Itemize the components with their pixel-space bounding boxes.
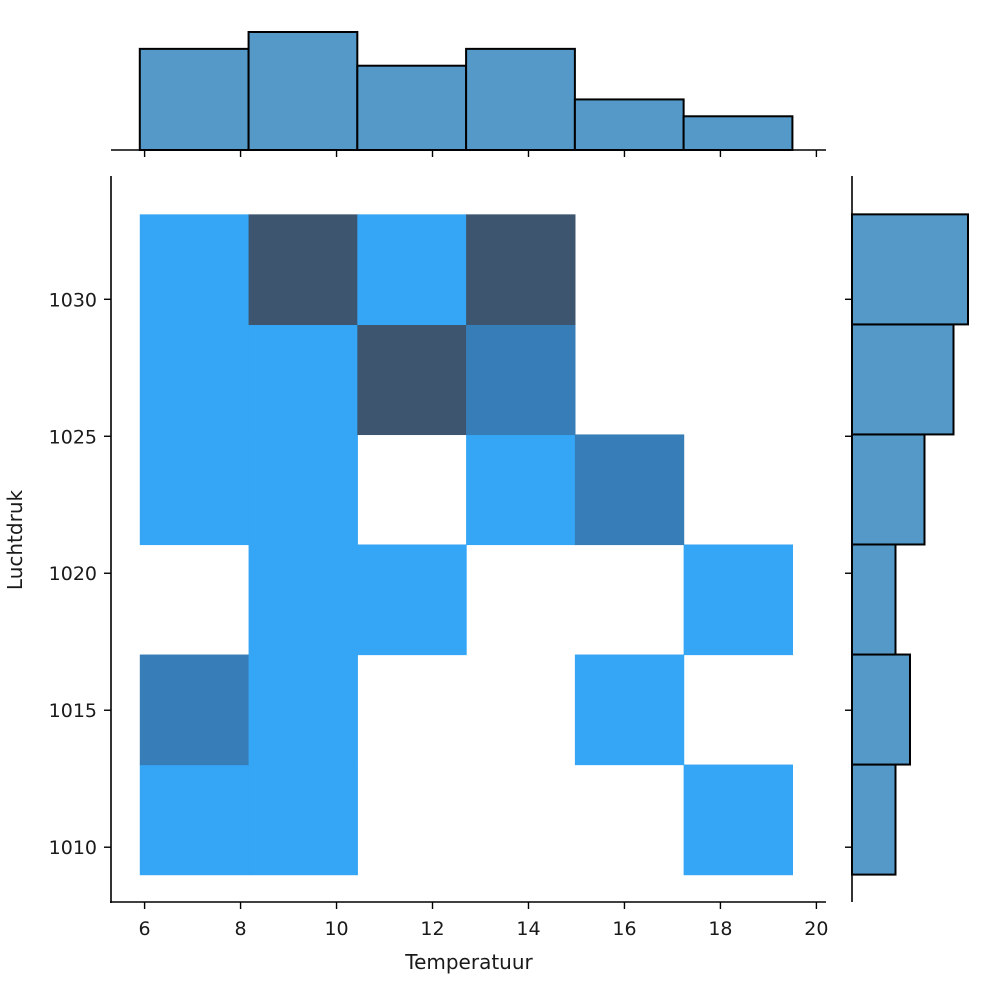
heatmap-cell [466, 434, 576, 546]
marginal-x-bar [465, 47, 576, 152]
heatmap-cell [139, 324, 250, 436]
x-tick-label: 20 [804, 918, 828, 940]
marginal-y-bar [851, 653, 911, 766]
heatmap-cell [574, 654, 685, 766]
heatmap-cell [139, 434, 250, 546]
x-tick-label: 16 [612, 918, 636, 940]
x-tick-label: 12 [420, 918, 444, 940]
heatmap-cell [248, 434, 358, 546]
x-axis-title: Temperatuur [404, 950, 533, 974]
y-axis-title: Luchtdruk [3, 490, 27, 591]
marginal-x-bar [573, 98, 685, 152]
y-tick-label: 1030 [49, 289, 97, 311]
x-tick-label: 14 [516, 918, 540, 940]
axes [110, 149, 853, 903]
heatmap-cell [139, 654, 250, 766]
x-tick-label: 18 [708, 918, 732, 940]
heatmap-cell [574, 434, 685, 546]
x-tick-label: 6 [139, 918, 151, 940]
joint-heatmap-cells [139, 214, 794, 876]
marginal-y-histogram [851, 213, 969, 876]
heatmap-cell [466, 324, 576, 436]
marginal-x-bar [138, 47, 250, 152]
heatmap-cell [248, 764, 358, 876]
marginal-x-histogram [138, 31, 794, 152]
marginal-x-bar [682, 115, 794, 151]
marginal-y-bar [851, 433, 926, 546]
y-tick-label: 1015 [49, 700, 97, 722]
heatmap-cell [357, 324, 467, 436]
marginal-y-bar [851, 323, 955, 436]
heatmap-cell [139, 764, 250, 876]
heatmap-cell [248, 654, 358, 766]
y-tick-label: 1025 [49, 426, 97, 448]
heatmap-cell [139, 214, 250, 326]
y-tick-label: 1020 [49, 563, 97, 585]
marginal-y-bar [851, 763, 897, 876]
heatmap-cell [357, 214, 467, 326]
y-axis-ticks: 1010 1015 1020 1025 1030 [49, 289, 852, 859]
heatmap-cell [248, 544, 358, 656]
y-tick-label: 1010 [49, 837, 97, 859]
marginal-y-bar [851, 543, 897, 656]
heatmap-cell [466, 214, 576, 326]
heatmap-cell [683, 544, 794, 656]
marginal-y-bar [851, 213, 969, 326]
x-tick-label: 8 [235, 918, 247, 940]
heatmap-cell [248, 214, 358, 326]
x-tick-label: 10 [324, 918, 348, 940]
marginal-x-bar [356, 64, 468, 151]
marginal-x-bar [247, 31, 359, 151]
heatmap-cell [357, 544, 467, 656]
heatmap-cell [248, 324, 358, 436]
x-axis-ticks: 6 8 10 12 14 16 18 20 [139, 150, 828, 940]
heatmap-cell [683, 764, 794, 876]
